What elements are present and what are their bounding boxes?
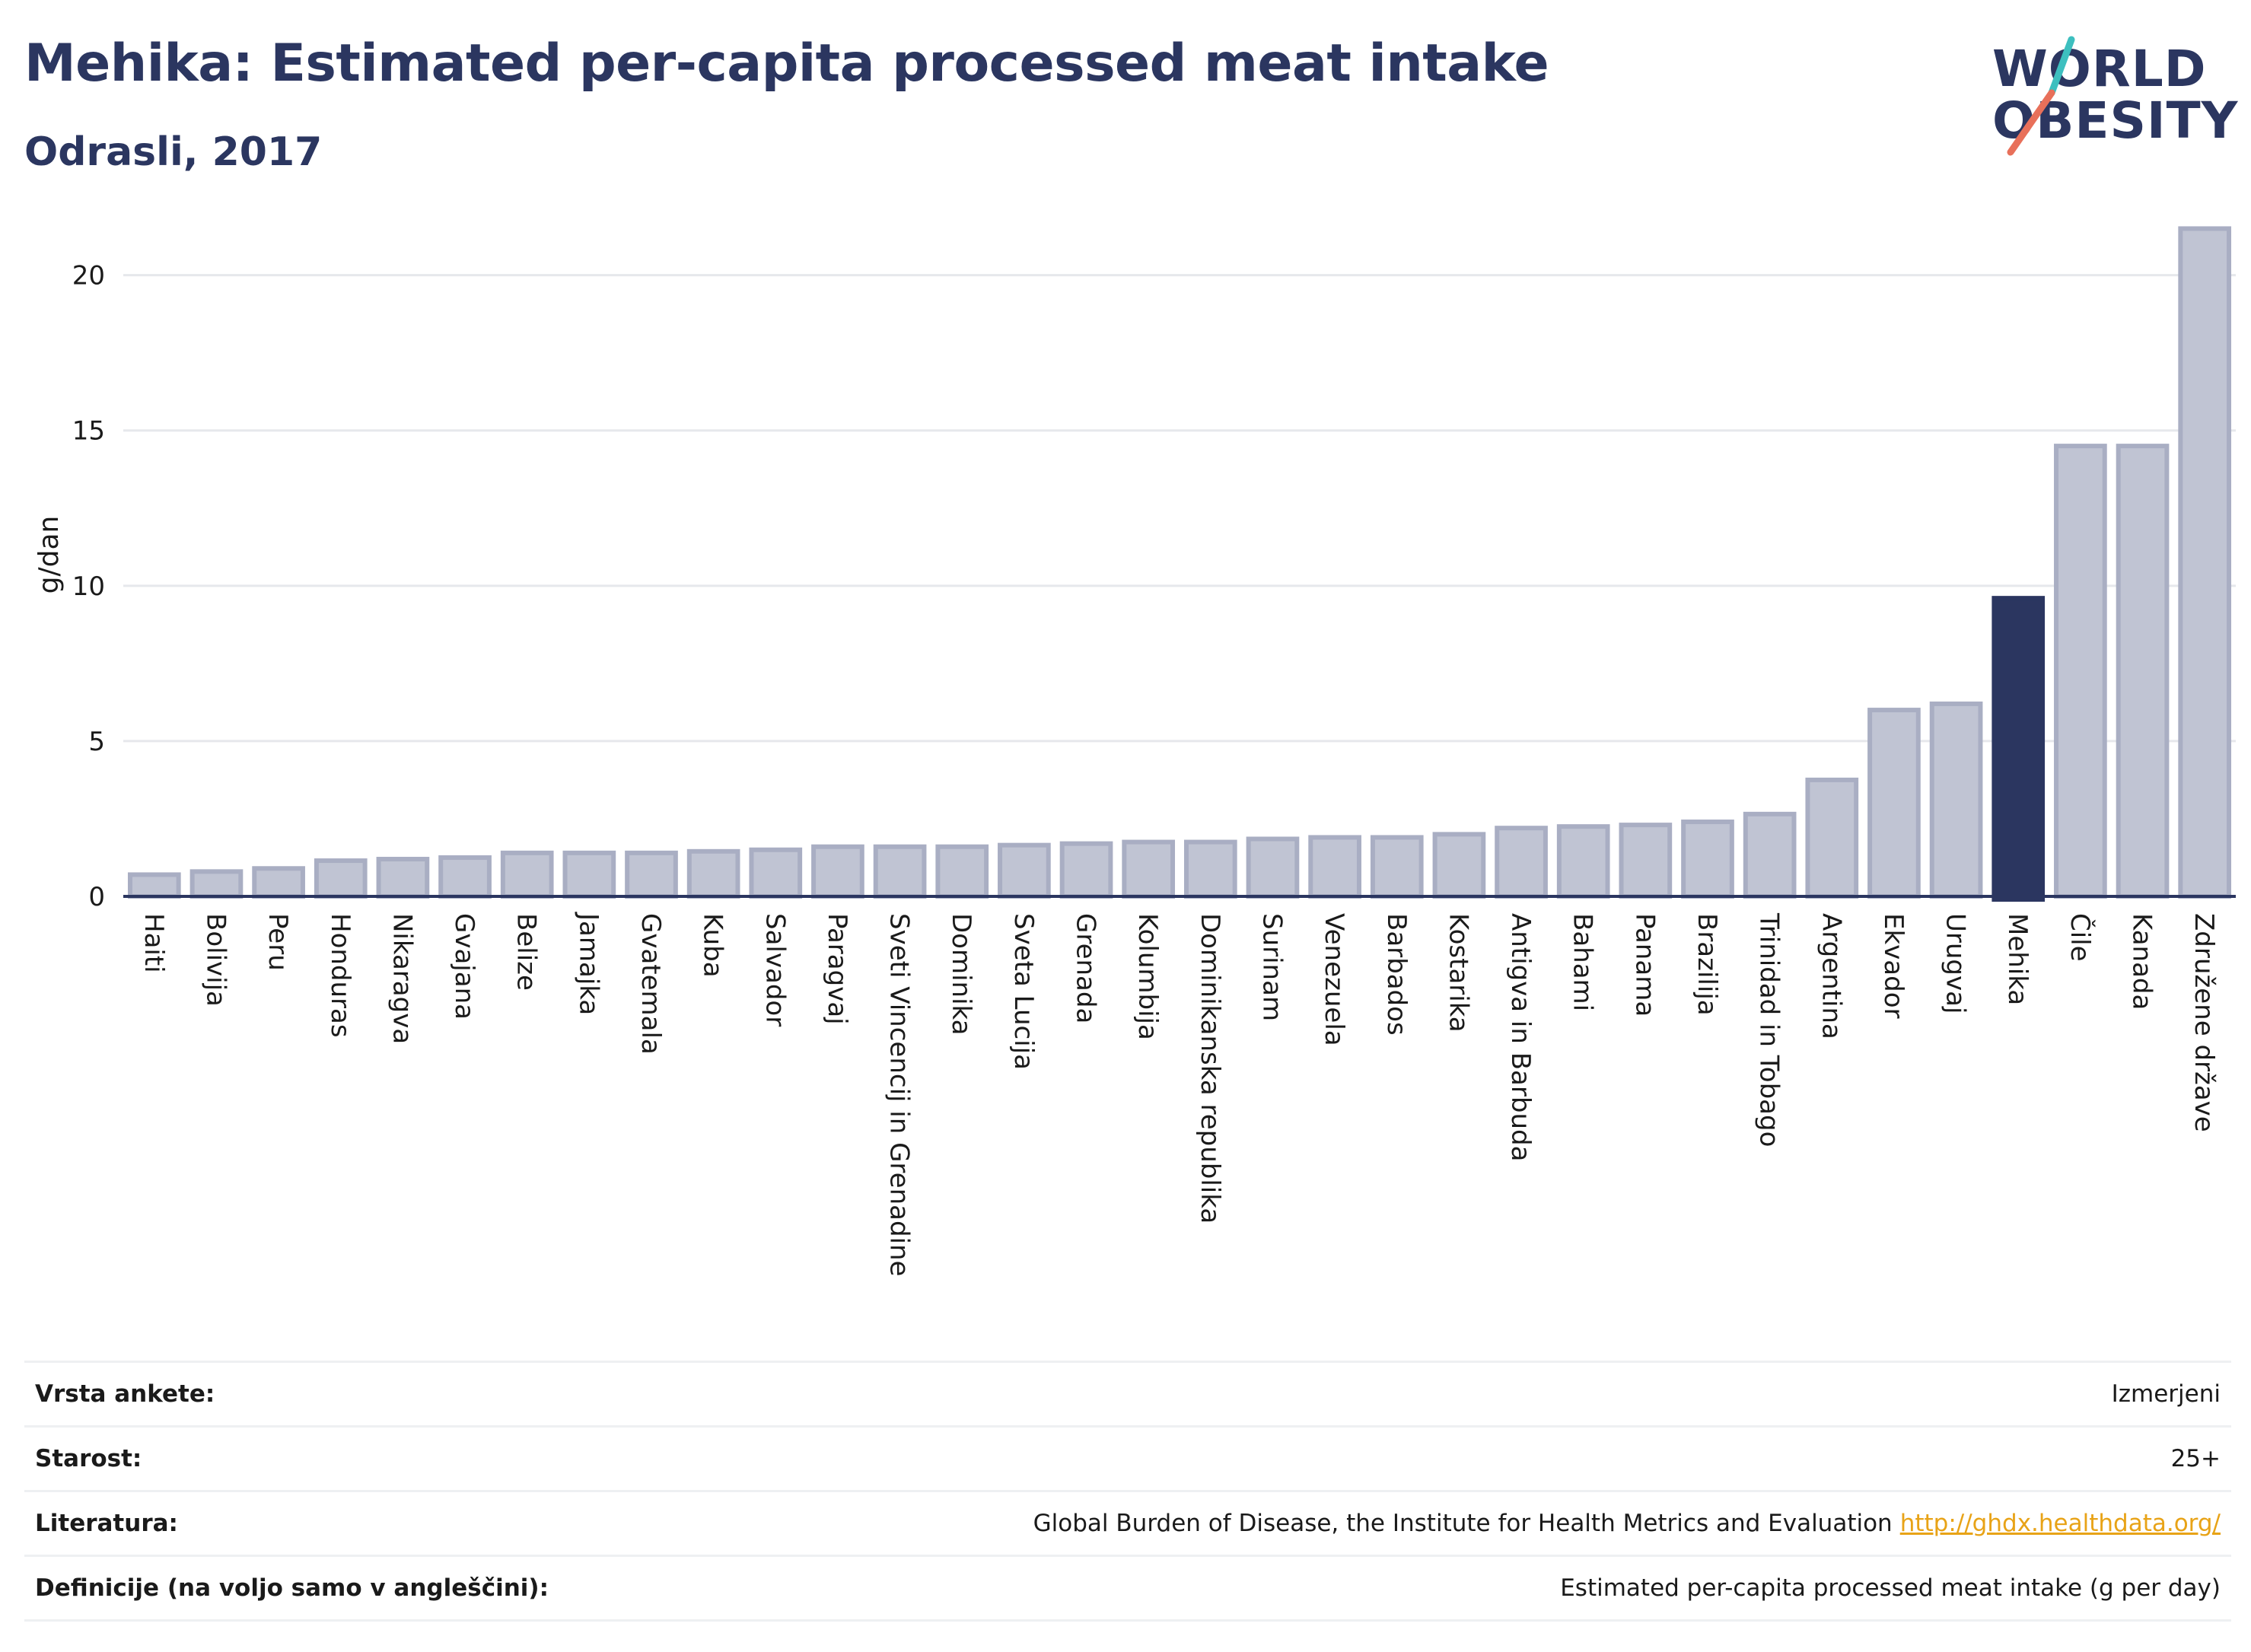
metadata-value: 25+ bbox=[2171, 1445, 2221, 1472]
bar bbox=[1867, 708, 1921, 899]
x-tick-label: Gvatemala bbox=[635, 913, 666, 1055]
bar bbox=[1681, 820, 1734, 899]
bar bbox=[811, 844, 864, 899]
bar bbox=[1495, 826, 1548, 899]
bar-chart: 0 5 10 15 20 g/dan Haiti Bolivija Peru Honduras Ni… bbox=[33, 226, 2236, 1276]
metadata-label: Literatura: bbox=[35, 1510, 178, 1537]
x-tick-label: Kanada bbox=[2127, 913, 2157, 1010]
metadata-value-text: Estimated per-capita processed meat inta… bbox=[1560, 1574, 2221, 1602]
bar bbox=[998, 842, 1051, 899]
x-tick-label: Nikaragva bbox=[387, 913, 417, 1044]
x-tick-label: Barbados bbox=[1381, 913, 1412, 1036]
metadata-row: Starost: 25+ bbox=[24, 1425, 2231, 1490]
x-tick-label: Bolivija bbox=[200, 913, 231, 1007]
x-tick-label: Paragvaj bbox=[822, 913, 852, 1025]
metadata-value-text: Global Burden of Disease, the Institute … bbox=[1033, 1510, 1893, 1537]
world-obesity-logo: WORLD OBESITY bbox=[1986, 23, 2237, 160]
metadata-label: Definicije (na voljo samo v angleščini): bbox=[35, 1574, 549, 1602]
x-tick-label: Sveti Vincencij in Grenadine bbox=[884, 913, 915, 1276]
bar bbox=[1929, 701, 1983, 899]
x-tick-label: Salvador bbox=[759, 913, 790, 1027]
bar bbox=[438, 855, 492, 899]
logo-text-line1: WORLD bbox=[1992, 40, 2207, 98]
x-tick-label: Bahami bbox=[1568, 913, 1598, 1011]
x-tick-label: Združene države bbox=[2189, 913, 2219, 1132]
x-tick-label: Haiti bbox=[138, 913, 169, 973]
source-link[interactable]: http://ghdx.healthdata.org/ bbox=[1899, 1510, 2221, 1537]
x-tick-label: Sveta Lucija bbox=[1008, 913, 1039, 1070]
bar bbox=[1619, 823, 1673, 899]
x-tick-label: Urugvaj bbox=[1941, 913, 1971, 1014]
metadata-label: Vrsta ankete: bbox=[35, 1380, 215, 1408]
metadata-value-text: 25+ bbox=[2170, 1445, 2221, 1472]
x-tick-label: Gvajana bbox=[449, 913, 479, 1020]
x-tick-label: Trinidad in Tobago bbox=[1754, 912, 1785, 1147]
metadata-row: Vrsta ankete: Izmerjeni bbox=[24, 1361, 2231, 1425]
x-tick-label: Dominikanska republika bbox=[1195, 913, 1225, 1224]
x-tick-label: Mehika bbox=[2002, 913, 2033, 1005]
y-tick-label: 0 bbox=[88, 882, 105, 912]
bar bbox=[1556, 824, 1610, 899]
x-tick-label: Kolumbija bbox=[1132, 913, 1163, 1040]
bar bbox=[935, 844, 989, 899]
x-tick-label: Jamajka bbox=[573, 912, 603, 1015]
bar bbox=[127, 872, 181, 899]
x-tick-label: Argentina bbox=[1816, 913, 1846, 1039]
bar bbox=[314, 858, 368, 899]
metadata-row: Literatura: Global Burden of Disease, the… bbox=[24, 1490, 2231, 1555]
chart-subtitle: Odrasli, 2017 bbox=[24, 129, 323, 175]
bar bbox=[1122, 839, 1176, 899]
bar bbox=[2116, 444, 2170, 899]
bar bbox=[1370, 835, 1424, 899]
logo-slash-icon bbox=[2007, 36, 2075, 156]
bar bbox=[1246, 836, 1300, 899]
bar bbox=[625, 850, 678, 899]
x-tick-label: Belize bbox=[511, 913, 542, 991]
x-tick-label: Honduras bbox=[325, 913, 355, 1038]
x-tick-label: Čile bbox=[2065, 913, 2096, 962]
metadata-row: Definicije (na voljo samo v angleščini):… bbox=[24, 1555, 2231, 1622]
chart-title: Mehika: Estimated per-capita processed m… bbox=[24, 33, 1549, 94]
bar bbox=[189, 869, 244, 899]
y-axis-label: g/dan bbox=[33, 516, 65, 594]
bar bbox=[1183, 839, 1237, 899]
x-tick-label: Peru bbox=[263, 913, 293, 971]
bar bbox=[686, 848, 740, 899]
x-tick-label: Surinam bbox=[1256, 913, 1287, 1021]
x-tick-label: Brazilija bbox=[1692, 913, 1722, 1016]
bar bbox=[1805, 777, 1859, 899]
bar bbox=[500, 850, 554, 899]
bar bbox=[2178, 226, 2232, 899]
bar bbox=[2054, 444, 2107, 899]
x-tick-label: Grenada bbox=[1071, 913, 1101, 1023]
metadata-value-text: Izmerjeni bbox=[2111, 1380, 2221, 1408]
bar-highlight bbox=[1992, 596, 2046, 902]
metadata-label: Starost: bbox=[35, 1445, 142, 1472]
bar bbox=[1059, 841, 1113, 899]
y-tick-label: 20 bbox=[72, 261, 105, 291]
x-tick-label: Kuba bbox=[698, 913, 728, 978]
x-tick-label: Panama bbox=[1629, 913, 1660, 1017]
bar bbox=[376, 857, 430, 899]
metadata-value: Global Burden of Disease, the Institute … bbox=[1033, 1510, 2221, 1537]
metadata-value: Estimated per-capita processed meat inta… bbox=[1560, 1574, 2221, 1602]
bar bbox=[1308, 835, 1361, 899]
bar bbox=[1432, 832, 1486, 899]
x-tick-label: Antigva in Barbuda bbox=[1505, 913, 1536, 1161]
metadata-value: Izmerjeni bbox=[2112, 1380, 2221, 1408]
bar bbox=[1743, 811, 1797, 899]
x-tick-label: Dominika bbox=[946, 913, 976, 1035]
x-tick-label: Ekvador bbox=[1878, 913, 1909, 1019]
metadata-table: Vrsta ankete: Izmerjeni Starost: 25+ Literat… bbox=[24, 1361, 2231, 1622]
x-tick-label: Venezuela bbox=[1319, 913, 1349, 1046]
bar bbox=[873, 844, 927, 899]
y-tick-label: 15 bbox=[72, 416, 105, 447]
y-tick-label: 5 bbox=[88, 727, 105, 757]
x-tick-label: Kostarika bbox=[1443, 913, 1473, 1033]
bar bbox=[252, 866, 305, 899]
bar bbox=[562, 850, 616, 899]
bar bbox=[749, 847, 803, 899]
y-tick-label: 10 bbox=[72, 571, 105, 602]
